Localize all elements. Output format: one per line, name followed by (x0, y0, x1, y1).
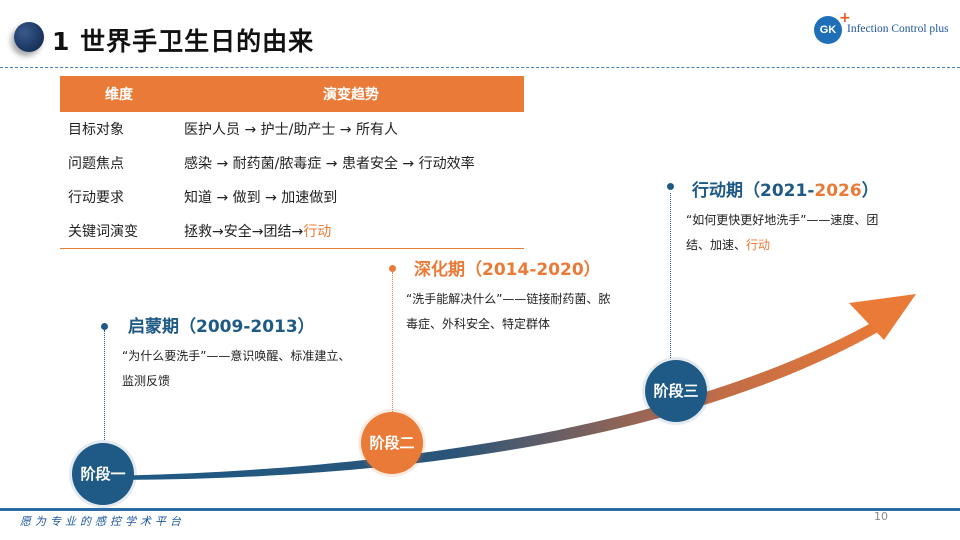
stage3-connector (670, 193, 671, 358)
table-cell-trend: 知道 → 做到 → 加速做到 (178, 180, 524, 214)
table-cell-dimension: 关键词演变 (60, 214, 178, 249)
stage3-title-highlight: 2026 (814, 181, 862, 201)
logo: GK + Infection Control plus (814, 10, 954, 46)
trend-text: 感染 → 耐药菌/脓毒症 → 患者安全 → 行动效率 (184, 156, 475, 172)
stage3-dot (667, 183, 674, 190)
trend-text: 知道 → 做到 → 加速做到 (184, 190, 338, 206)
stage1-title: 启蒙期（2009-2013） (128, 317, 315, 337)
stage3-title-main: 行动期（2021- (692, 181, 815, 201)
stage1-connector (104, 330, 105, 440)
table-cell-dimension: 行动要求 (68, 190, 124, 206)
stage2-dot (389, 265, 396, 272)
logo-mark: GK (814, 16, 842, 44)
stage2-description: “洗手能解决什么”——链接耐药菌、脓毒症、外科安全、特定群体 (406, 292, 611, 331)
evolution-table: 维度 演变趋势 目标对象 医护人员 → 护士/助产士 → 所有人 问题焦点 感染… (60, 76, 524, 249)
trend-highlight: 行动 (303, 224, 332, 240)
table-row: 目标对象 医护人员 → 护士/助产士 → 所有人 (60, 112, 524, 146)
trend-text: 拯救→安全→团结→ (184, 224, 304, 240)
page-title: 1 世界手卫生日的由来 (52, 27, 315, 56)
footer-divider (0, 508, 960, 511)
stage1-description: “为什么要洗手”——意识唤醒、标准建立、监测反馈 (122, 349, 351, 388)
stage3-badge: 阶段三 (645, 360, 707, 422)
stage2-badge: 阶段二 (361, 412, 423, 474)
table-row: 问题焦点 感染 → 耐药菌/脓毒症 → 患者安全 → 行动效率 (60, 146, 524, 180)
plus-icon: + (839, 10, 851, 26)
stage1-dot (101, 323, 108, 330)
stage3-desc-highlight: 行动 (746, 238, 771, 252)
stage3-desc-text: “如何更快更好地洗手”——速度、团结、加速、 (686, 213, 879, 252)
stage3-description: “如何更快更好地洗手”——速度、团结、加速、行动 (686, 208, 896, 258)
table-cell-trend: 医护人员 → 护士/助产士 → 所有人 (178, 112, 524, 146)
table-header-row: 维度 演变趋势 (60, 76, 524, 112)
header-divider (0, 67, 960, 68)
table-row: 行动要求 知道 → 做到 → 加速做到 (60, 180, 524, 214)
stage2-title: 深化期（2014-2020） (414, 260, 601, 280)
logo-text: Infection Control plus (847, 23, 949, 35)
page-number: 10 (874, 510, 888, 523)
stage1-badge: 阶段一 (72, 443, 134, 505)
table-cell-dimension: 问题焦点 (68, 156, 124, 172)
trend-text: 医护人员 → 护士/助产士 → 所有人 (184, 122, 398, 138)
table-header-dimension: 维度 (60, 76, 178, 112)
title-bullet-icon (14, 22, 44, 52)
stage3-title: 行动期（2021-2026） (692, 176, 879, 201)
table-cell-trend: 感染 → 耐药菌/脓毒症 → 患者安全 → 行动效率 (178, 146, 524, 180)
table-row: 关键词演变 拯救→安全→团结→行动 (60, 214, 524, 249)
stage3-title-end: ） (861, 181, 879, 201)
stage2-connector (392, 272, 393, 412)
table-header-trend: 演变趋势 (178, 76, 524, 112)
arrow-body (105, 318, 885, 480)
table-cell-dimension: 目标对象 (68, 122, 124, 138)
arrow-head (849, 294, 916, 340)
table-cell-trend: 拯救→安全→团结→行动 (178, 214, 524, 249)
footer-slogan: 愿为专业的感控学术平台 (20, 515, 185, 528)
